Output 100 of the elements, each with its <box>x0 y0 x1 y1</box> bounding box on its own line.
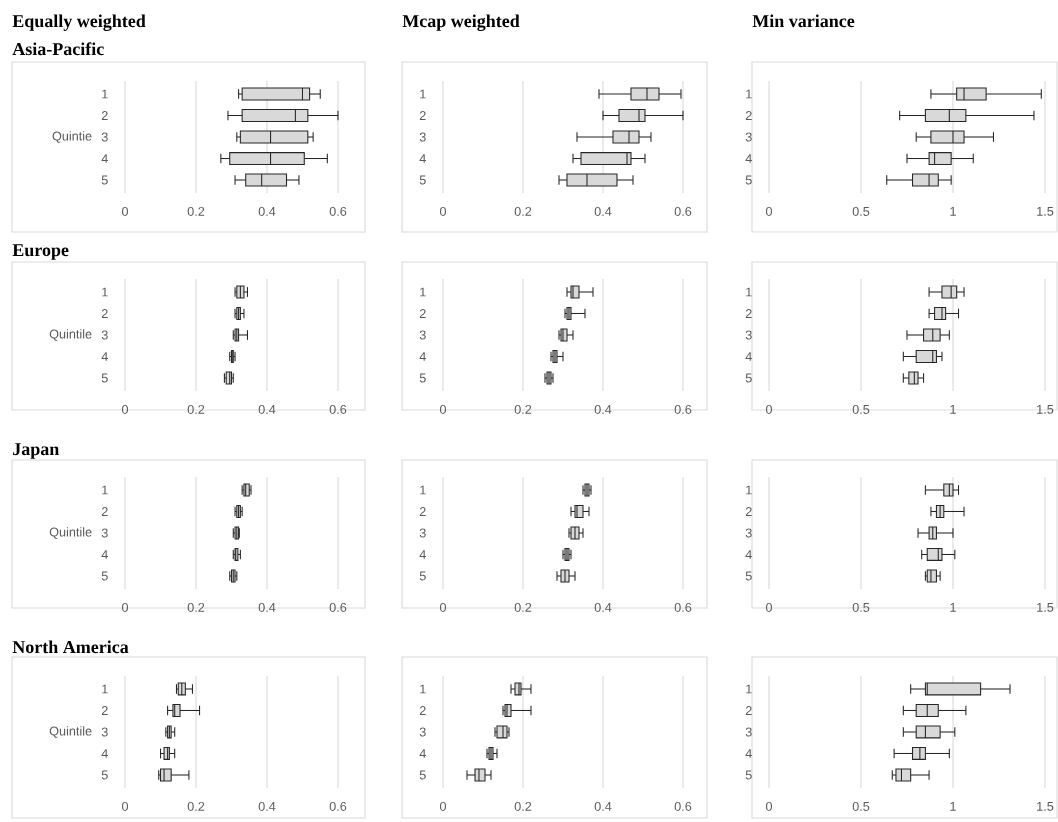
x-tick-label: 1.5 <box>1037 206 1054 216</box>
y-tick-label: 2 <box>101 507 108 516</box>
y-tick-label: 5 <box>745 770 752 780</box>
y-tick-label: 1 <box>102 287 108 297</box>
y-tick-label: 4 <box>101 749 108 758</box>
x-tick-label: 0 <box>439 404 447 414</box>
chart-title: Min variance <box>752 14 855 28</box>
y-tick-label: 5 <box>419 373 426 383</box>
y-tick-label: 1 <box>102 485 108 495</box>
y-axis-title: Quintile <box>49 329 92 341</box>
x-tick-label: 0.5 <box>852 206 870 216</box>
y-tick-label: 1 <box>102 89 108 99</box>
y-tick-label: 5 <box>745 571 752 581</box>
x-tick-label: 1.5 <box>1037 602 1054 612</box>
x-tick-label: 0 <box>439 206 447 216</box>
y-tick-label: 3 <box>745 132 752 142</box>
x-tick-label: 0 <box>765 801 773 811</box>
x-tick-label: 0 <box>439 801 447 811</box>
y-tick-label: 1 <box>746 684 752 694</box>
y-tick-label: 4 <box>419 352 426 361</box>
y-tick-label: 4 <box>419 749 426 758</box>
x-tick-label: 1 <box>950 206 956 216</box>
x-tick-label: 0 <box>765 206 773 216</box>
y-tick-label: 2 <box>419 507 426 516</box>
y-tick-label: 4 <box>101 550 108 559</box>
chart-subtitle: North America <box>12 640 129 654</box>
x-tick-label: 0.4 <box>258 602 276 612</box>
y-tick-label: 2 <box>745 507 752 516</box>
y-tick-label: 1 <box>420 89 426 99</box>
y-tick-label: 1 <box>420 485 426 495</box>
y-tick-label: 1 <box>746 287 752 297</box>
y-tick-label: 2 <box>419 309 426 318</box>
x-tick-label: 0.6 <box>329 206 347 216</box>
x-tick-label: 0 <box>121 801 129 811</box>
x-tick-label: 0 <box>765 602 773 612</box>
x-tick-label: 0.4 <box>594 602 612 612</box>
y-axis-title: Quintile <box>49 527 92 539</box>
x-tick-label: 0.2 <box>514 206 532 216</box>
y-tick-label: 5 <box>101 770 108 780</box>
x-tick-label: 0.6 <box>674 602 692 612</box>
x-tick-label: 0.4 <box>594 404 612 414</box>
y-tick-label: 4 <box>745 749 752 758</box>
y-tick-label: 4 <box>101 154 108 163</box>
x-tick-label: 0.6 <box>329 404 347 414</box>
x-tick-label: 0 <box>121 206 129 216</box>
y-tick-label: 4 <box>419 154 426 163</box>
x-tick-label: 0.6 <box>674 404 692 414</box>
x-tick-label: 0 <box>121 602 129 612</box>
y-tick-label: 2 <box>419 111 426 120</box>
x-tick-label: 0 <box>765 404 773 414</box>
y-tick-label: 1 <box>746 89 752 99</box>
y-tick-label: 5 <box>745 373 752 383</box>
y-tick-label: 4 <box>419 550 426 559</box>
y-tick-label: 2 <box>101 111 108 120</box>
x-tick-label: 0.2 <box>187 801 205 811</box>
y-tick-label: 3 <box>419 727 426 737</box>
x-tick-label: 0.4 <box>594 206 612 216</box>
y-tick-label: 1 <box>420 684 426 694</box>
y-tick-label: 2 <box>101 309 108 318</box>
x-tick-label: 0.4 <box>258 801 276 811</box>
y-tick-label: 4 <box>745 154 752 163</box>
y-tick-label: 5 <box>101 571 108 581</box>
y-tick-label: 3 <box>745 528 752 538</box>
x-tick-label: 0.2 <box>187 602 205 612</box>
x-tick-label: 0.4 <box>258 404 276 414</box>
y-tick-label: 5 <box>419 175 426 185</box>
x-tick-label: 1 <box>950 801 956 811</box>
y-tick-label: 3 <box>101 727 108 737</box>
y-tick-label: 4 <box>745 352 752 361</box>
x-tick-label: 1.5 <box>1037 801 1054 811</box>
y-tick-label: 3 <box>419 330 426 340</box>
y-tick-label: 2 <box>419 706 426 715</box>
x-tick-label: 0 <box>439 602 447 612</box>
y-tick-label: 2 <box>745 309 752 318</box>
y-tick-label: 2 <box>745 111 752 120</box>
y-axis-title: Quintie <box>52 131 92 143</box>
y-tick-label: 3 <box>101 528 108 538</box>
x-tick-label: 0 <box>121 404 129 414</box>
y-tick-label: 3 <box>419 528 426 538</box>
y-tick-label: 3 <box>101 132 108 142</box>
x-tick-label: 0.2 <box>187 404 205 414</box>
chart-subtitle: Japan <box>13 443 60 459</box>
x-tick-label: 0.4 <box>258 206 276 216</box>
x-tick-label: 0.5 <box>852 404 870 414</box>
y-tick-label: 5 <box>419 770 426 780</box>
x-tick-label: 1 <box>950 602 956 612</box>
y-tick-label: 5 <box>419 571 426 581</box>
x-tick-label: 0.2 <box>514 404 532 414</box>
y-tick-label: 3 <box>101 330 108 340</box>
y-tick-label: 5 <box>101 175 108 185</box>
y-tick-label: 3 <box>419 132 426 142</box>
x-tick-label: 0.5 <box>852 801 870 811</box>
y-axis-title: Quintile <box>49 726 92 738</box>
y-tick-label: 4 <box>101 352 108 361</box>
chart-title: Mcap weighted <box>402 14 520 31</box>
x-tick-label: 1 <box>950 404 956 414</box>
x-tick-label: 0.6 <box>329 602 347 612</box>
y-tick-label: 1 <box>746 485 752 495</box>
y-tick-label: 3 <box>745 727 752 737</box>
y-tick-label: 5 <box>745 175 752 185</box>
